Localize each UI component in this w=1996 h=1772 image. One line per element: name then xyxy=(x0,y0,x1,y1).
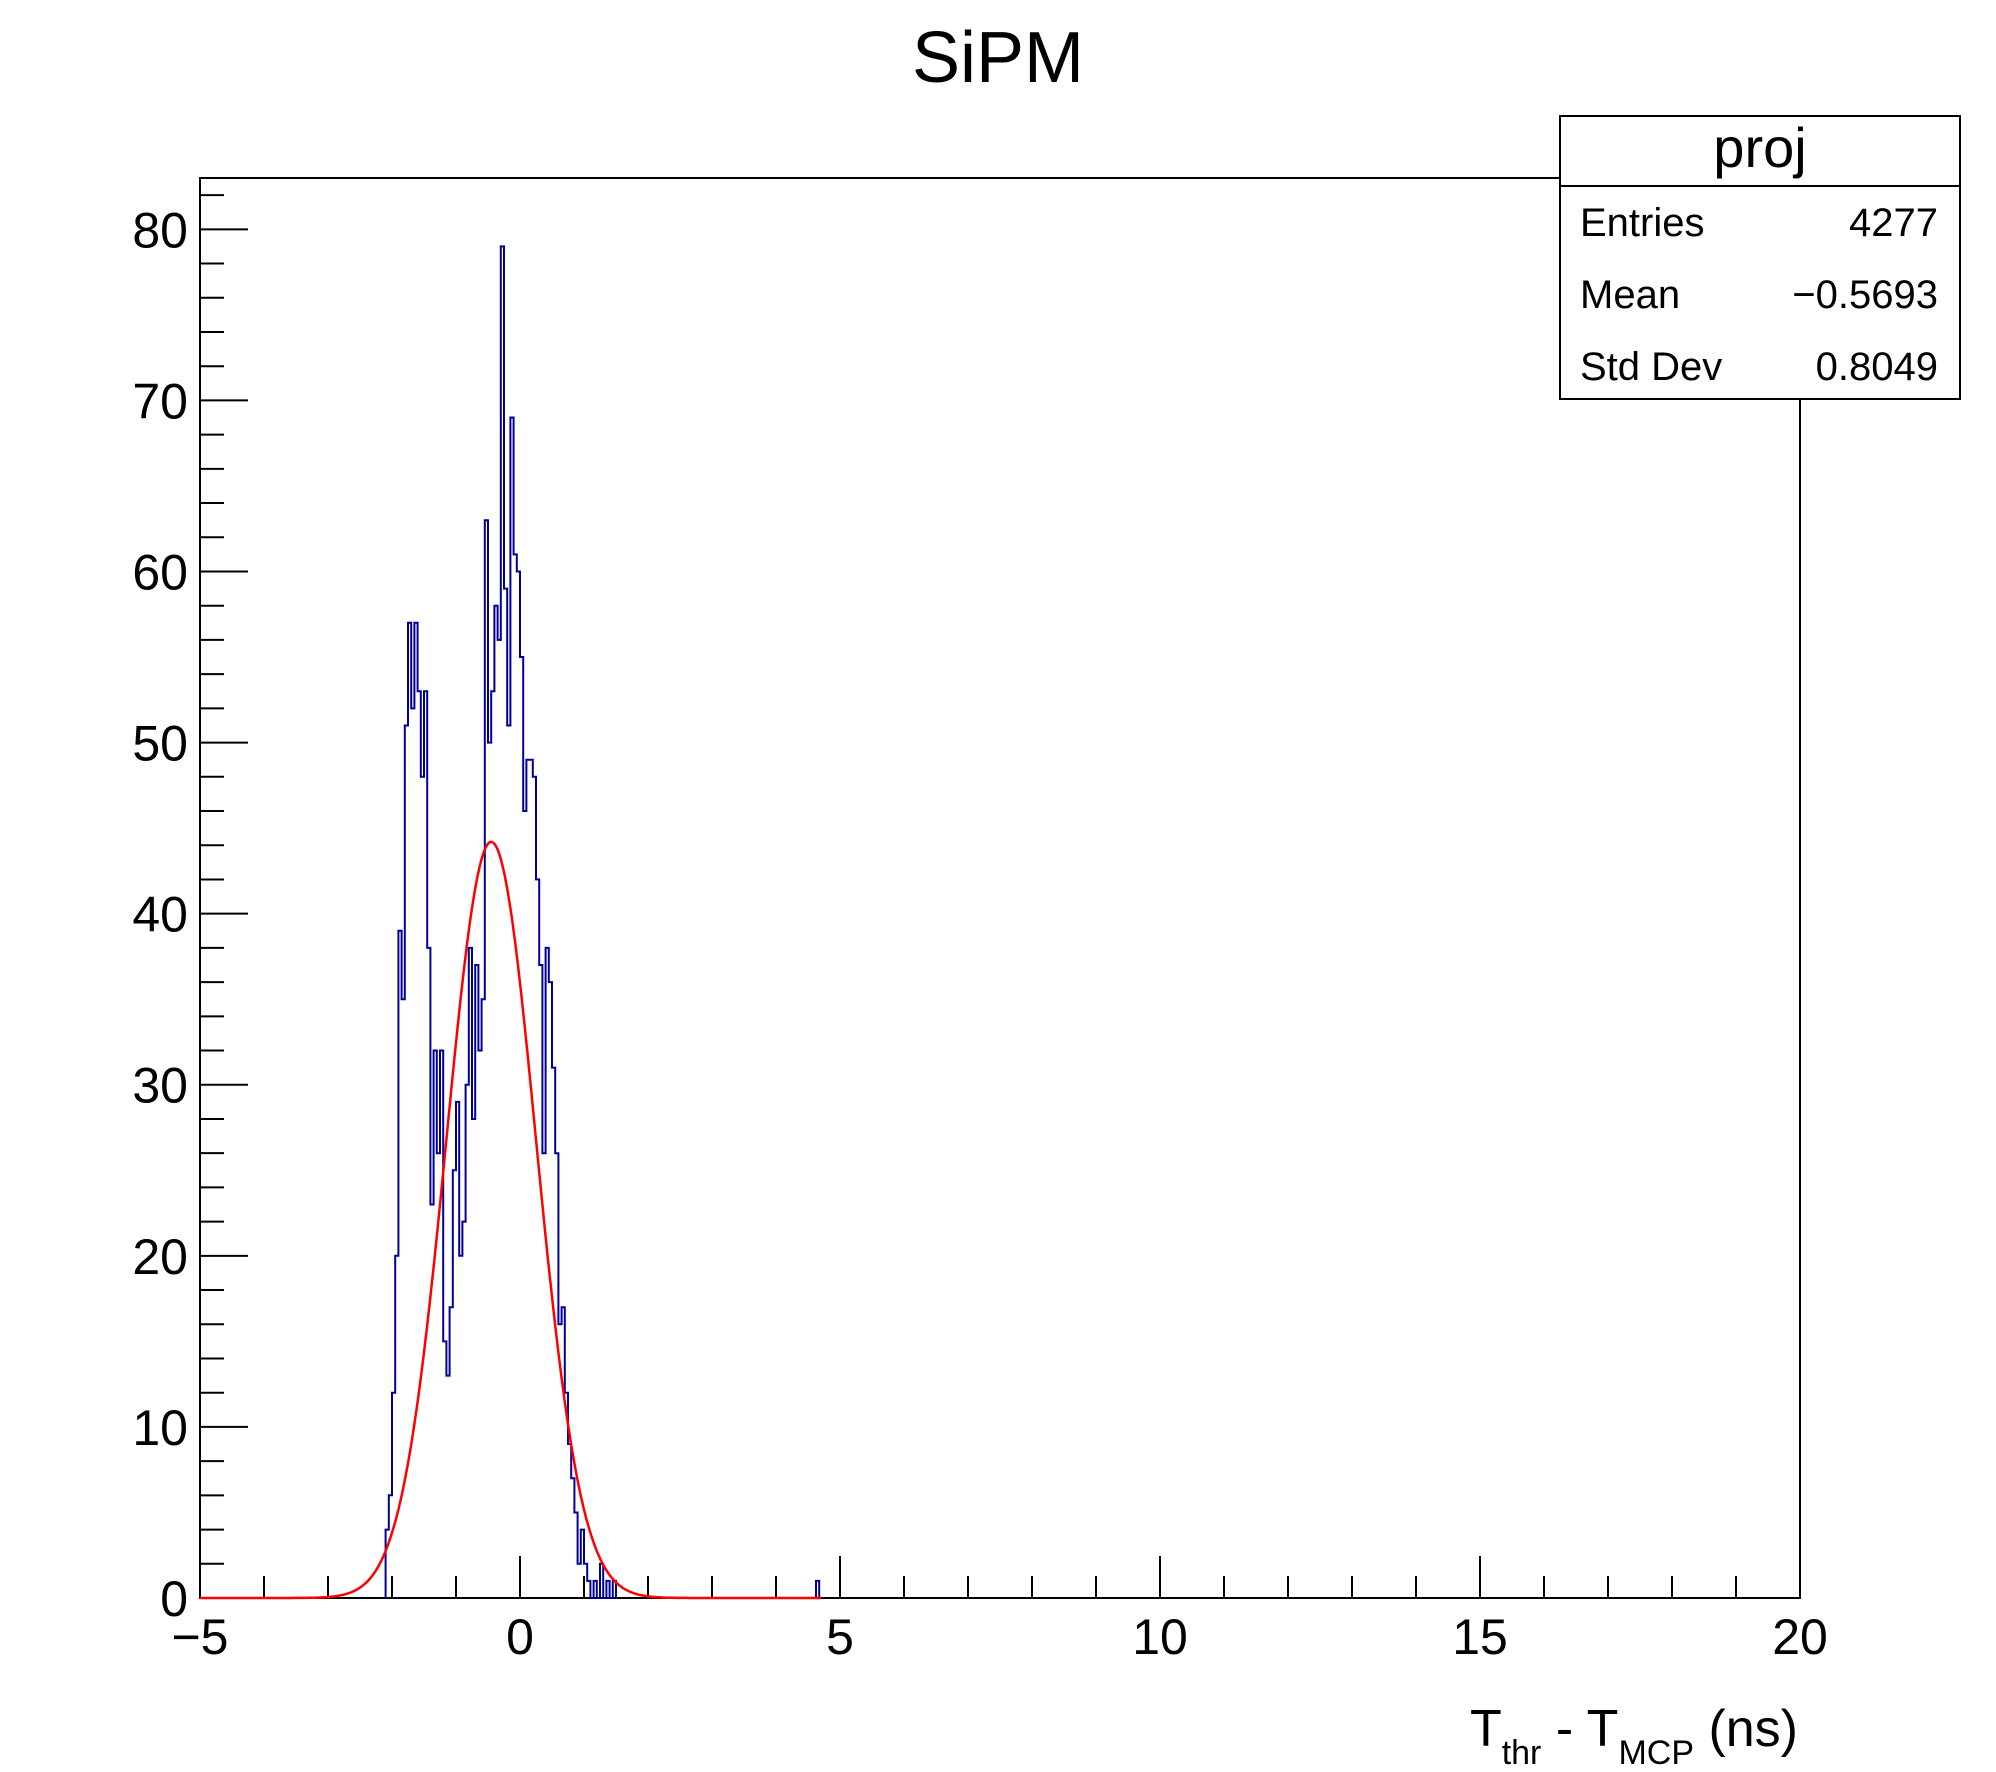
y-tick-label: 30 xyxy=(132,1058,188,1114)
stats-box: proj Entries 4277 Mean −0.5693 Std Dev 0… xyxy=(1559,115,1961,400)
x-axis-ticks: −5 0 5 10 15 20 xyxy=(171,1556,1828,1665)
y-tick-label: 80 xyxy=(132,202,188,258)
y-tick-label: 70 xyxy=(132,373,188,429)
stats-stddev-value: 0.8049 xyxy=(1816,345,1938,389)
y-tick-label: 40 xyxy=(132,887,188,943)
x-axis-title-part: - T xyxy=(1541,1700,1618,1758)
x-axis-title-subscript: thr xyxy=(1502,1734,1542,1772)
x-tick-label: −5 xyxy=(171,1609,228,1665)
stats-stddev-label: Std Dev xyxy=(1580,345,1722,389)
x-axis-title: Tthr - TMCP (ns) xyxy=(1470,1700,1798,1772)
stats-mean-value: −0.5693 xyxy=(1792,273,1938,317)
y-tick-label: 20 xyxy=(132,1229,188,1285)
x-tick-label: 10 xyxy=(1132,1609,1188,1665)
plot-frame xyxy=(199,177,1801,1599)
stats-entries-label: Entries xyxy=(1580,201,1705,245)
x-axis-title-subscript: MCP xyxy=(1618,1734,1694,1772)
y-tick-label: 10 xyxy=(132,1400,188,1456)
x-tick-label: 0 xyxy=(506,1609,534,1665)
x-tick-label: 15 xyxy=(1452,1609,1508,1665)
x-axis-title-part: T xyxy=(1470,1700,1502,1758)
stats-box-title: proj xyxy=(1713,116,1806,179)
y-tick-label: 50 xyxy=(132,716,188,772)
y-tick-label: 0 xyxy=(160,1571,188,1627)
histogram-series-proj xyxy=(384,245,617,1599)
chart-title: SiPM xyxy=(912,18,1084,98)
histogram-extra-bins xyxy=(815,1579,821,1598)
stats-box-frame xyxy=(1559,115,1961,400)
y-tick-label: 60 xyxy=(132,544,188,600)
x-tick-label: 20 xyxy=(1772,1609,1828,1665)
stats-mean-label: Mean xyxy=(1580,273,1680,317)
gaussian-fit-curve xyxy=(200,840,821,1600)
x-axis-title-part: (ns) xyxy=(1694,1700,1798,1758)
stats-entries-value: 4277 xyxy=(1849,201,1938,245)
x-tick-label: 5 xyxy=(826,1609,854,1665)
y-axis-ticks: 0 10 20 30 40 50 60 70 80 xyxy=(132,194,248,1627)
histogram-bin xyxy=(815,1579,821,1598)
